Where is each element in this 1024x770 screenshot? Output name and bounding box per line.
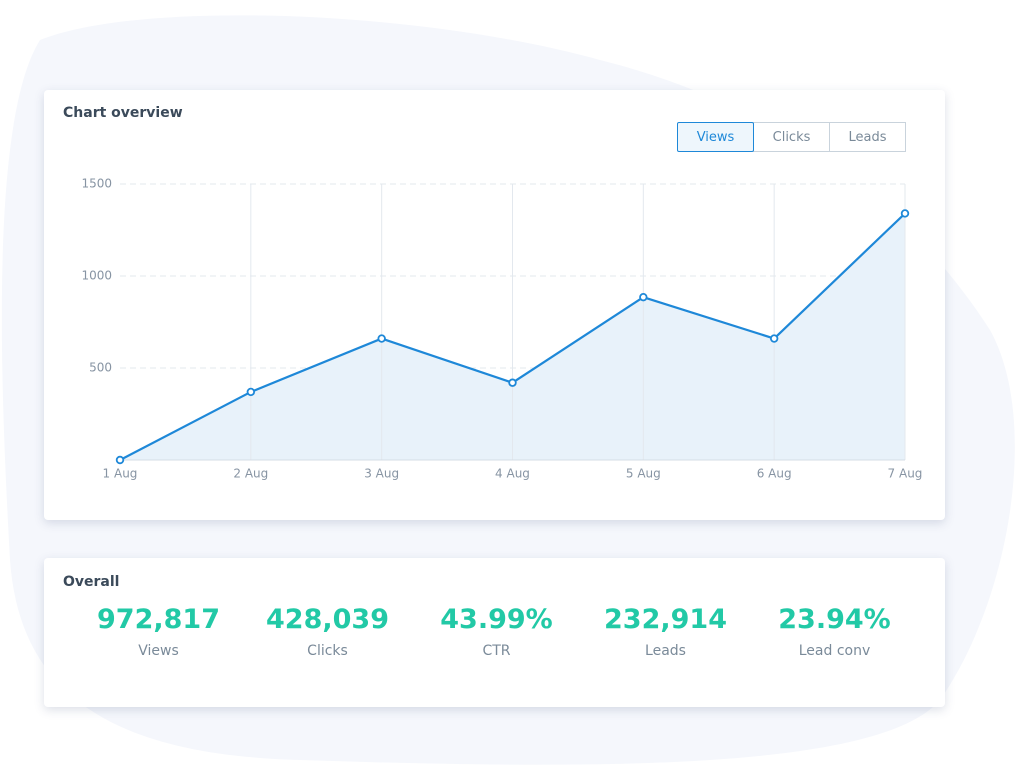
x-tick-label: 1 Aug	[103, 467, 138, 481]
stats: 972,817 Views 428,039 Clicks 43.99% CTR 232,91…	[74, 604, 919, 659]
stat-label: Lead conv	[798, 643, 871, 659]
point	[246, 387, 256, 397]
point	[769, 334, 779, 343]
stat: 43.99% CTR	[412, 604, 581, 659]
tab[interactable]: Leads	[829, 122, 906, 152]
x-tick-label: 6 Aug	[757, 467, 792, 481]
x-tick-label: 5 Aug	[626, 467, 661, 481]
stat-label: Views	[138, 643, 179, 659]
tab-group: Views Clicks Leads	[677, 122, 906, 152]
stat: 23.94% Lead conv	[750, 604, 919, 659]
y-tick-label: 1500	[81, 177, 112, 191]
stat-value: 428,039	[266, 604, 389, 635]
stat-label: Clicks	[307, 643, 348, 659]
stat-label: Leads	[645, 643, 686, 659]
y-tick-label: 1000	[81, 269, 112, 283]
stat-value: 43.99%	[440, 604, 553, 635]
stat: 232,914 Leads	[581, 604, 750, 659]
point	[508, 378, 517, 387]
point	[115, 455, 125, 465]
x-tick-label: 3 Aug	[364, 467, 399, 481]
stat-value: 972,817	[97, 604, 220, 635]
stat-value: 23.94%	[778, 604, 891, 635]
card-title: Chart overview	[63, 105, 183, 121]
stat-value: 232,914	[604, 604, 727, 635]
card-title: Overall	[63, 574, 120, 590]
point	[639, 292, 648, 302]
overall-card: Overall 972,817 Views 428,039 Clicks 43.99% C…	[44, 558, 945, 707]
tab[interactable]: Views	[677, 122, 754, 152]
stat-label: CTR	[482, 643, 511, 659]
x-tick-label: 7 Aug	[888, 467, 923, 481]
x-tick-label: 4 Aug	[495, 467, 530, 481]
stat: 428,039 Clicks	[243, 604, 412, 659]
point	[900, 209, 910, 218]
area	[120, 213, 905, 460]
point	[377, 334, 386, 343]
stat: 972,817 Views	[74, 604, 243, 659]
chart-card: Chart overview Views Clicks Leads 500 1000 1…	[44, 90, 945, 520]
y-tick-label: 500	[89, 361, 112, 375]
x-tick-label: 2 Aug	[233, 467, 268, 481]
chart: 500 1000 1500 1 Aug 2 Aug 3 Aug 4 Aug 5 Aug 6 Au…	[81, 177, 923, 481]
